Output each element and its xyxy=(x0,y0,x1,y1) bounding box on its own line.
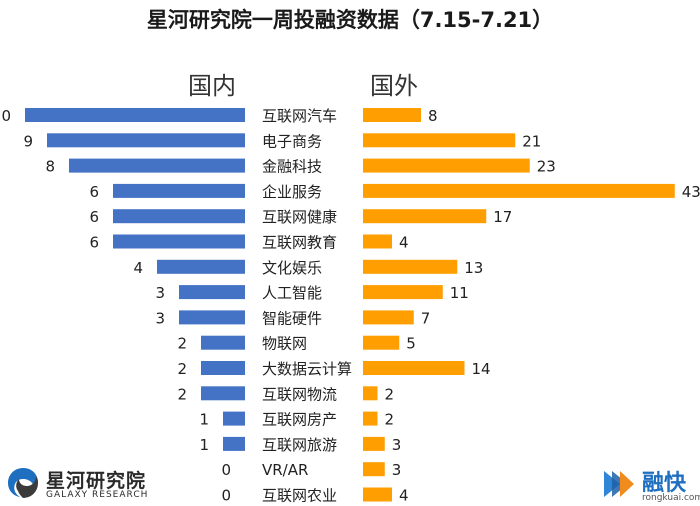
bar-foreign xyxy=(363,310,414,325)
bar-domestic xyxy=(223,436,245,451)
bar-foreign xyxy=(363,386,378,401)
bar-label-domestic: 3 xyxy=(155,284,165,302)
category-label: 互联网教育 xyxy=(262,234,337,252)
bar-label-domestic: 6 xyxy=(89,234,99,252)
category-label: 大数据云计算 xyxy=(262,360,352,378)
bar-foreign xyxy=(363,361,465,375)
rongkuai-logo: 融快 rongkuai.com xyxy=(602,466,700,503)
bar-foreign xyxy=(363,133,516,148)
bar-label-domestic: 3 xyxy=(155,309,165,327)
bar-domestic xyxy=(157,259,245,274)
bar-foreign xyxy=(363,158,530,173)
bar-domestic xyxy=(113,234,245,249)
bar-label-domestic: 4 xyxy=(133,259,143,277)
bar-domestic xyxy=(47,133,245,148)
category-label: 物联网 xyxy=(262,335,307,353)
bar-label-domestic: 0 xyxy=(221,461,231,479)
bar-domestic xyxy=(179,285,245,300)
bar-label-foreign: 7 xyxy=(421,309,431,327)
bar-label-domestic: 1 xyxy=(199,436,209,454)
bar-foreign xyxy=(363,183,675,198)
bar-foreign xyxy=(363,285,443,300)
bar-label-foreign: 3 xyxy=(392,436,402,454)
galaxy-logo-icon xyxy=(8,468,38,498)
bar-foreign xyxy=(363,209,487,224)
bar-label-foreign: 13 xyxy=(464,259,483,277)
category-label: 互联网旅游 xyxy=(262,436,337,454)
bar-label-domestic: 6 xyxy=(89,208,99,226)
bar-label-foreign: 5 xyxy=(406,335,416,353)
category-label: 互联网汽车 xyxy=(262,107,337,125)
bar-foreign xyxy=(363,259,458,274)
bar-label-foreign: 43 xyxy=(682,183,700,201)
bar-label-domestic: 9 xyxy=(23,132,33,150)
bar-domestic xyxy=(25,108,245,122)
bar-domestic xyxy=(223,411,245,426)
bar-label-domestic: 2 xyxy=(177,385,187,403)
bar-label-foreign: 2 xyxy=(385,411,395,429)
category-label: 人工智能 xyxy=(262,284,322,302)
bar-foreign xyxy=(363,436,385,451)
bar-domestic xyxy=(113,209,245,224)
category-label: 文化娱乐 xyxy=(262,259,322,277)
bar-label-domestic: 2 xyxy=(177,335,187,353)
series-header-domestic: 国内 xyxy=(188,72,236,100)
bar-label-foreign: 14 xyxy=(472,360,491,378)
category-label: 互联网农业 xyxy=(262,487,337,505)
bar-label-foreign: 3 xyxy=(392,461,402,479)
category-label: 金融科技 xyxy=(262,158,322,176)
bar-domestic xyxy=(69,158,245,173)
bar-foreign xyxy=(363,108,421,122)
bar-label-foreign: 8 xyxy=(428,107,438,125)
bar-label-domestic: 10 xyxy=(0,107,11,125)
bar-label-domestic: 0 xyxy=(221,487,231,505)
series-header-foreign: 国外 xyxy=(370,72,418,100)
galaxy-research-logo: 星河研究院 GALAXY RESEARCH xyxy=(6,466,166,502)
bar-foreign xyxy=(363,335,400,350)
rongkuai-logo-name: 融快 xyxy=(642,471,687,496)
bar-foreign xyxy=(363,487,392,502)
category-label: 互联网物流 xyxy=(262,385,337,403)
category-label: 企业服务 xyxy=(262,183,322,201)
chart-title: 星河研究院一周投融资数据（7.15-7.21） xyxy=(146,8,554,32)
galaxy-logo-name: 星河研究院 xyxy=(46,470,147,492)
bar-foreign xyxy=(363,462,385,477)
bar-label-domestic: 1 xyxy=(199,411,209,429)
bar-label-foreign: 4 xyxy=(399,234,409,252)
rongkuai-logo-url: rongkuai.com xyxy=(642,493,700,503)
bar-domestic xyxy=(113,183,245,198)
galaxy-logo-subtitle: GALAXY RESEARCH xyxy=(46,490,149,500)
bar-label-foreign: 23 xyxy=(537,158,556,176)
bar-label-foreign: 11 xyxy=(450,284,469,302)
bar-label-domestic: 8 xyxy=(45,158,55,176)
bar-label-foreign: 21 xyxy=(522,132,541,150)
category-label: 互联网健康 xyxy=(262,208,337,226)
category-label: 电子商务 xyxy=(262,132,322,150)
rongkuai-logo-icon xyxy=(604,471,634,497)
bar-label-domestic: 6 xyxy=(89,183,99,201)
bar-domestic xyxy=(179,310,245,325)
category-label: 互联网房产 xyxy=(262,411,337,429)
bar-domestic xyxy=(201,386,245,401)
bar-label-foreign: 17 xyxy=(493,208,512,226)
category-label: VR/AR xyxy=(262,461,308,479)
bar-label-foreign: 4 xyxy=(399,487,409,505)
bar-foreign xyxy=(363,411,378,426)
bar-foreign xyxy=(363,234,392,249)
bar-label-foreign: 2 xyxy=(385,385,395,403)
bar-domestic xyxy=(201,361,245,375)
category-label: 智能硬件 xyxy=(262,309,322,327)
bar-label-domestic: 2 xyxy=(177,360,187,378)
bar-domestic xyxy=(201,335,245,350)
